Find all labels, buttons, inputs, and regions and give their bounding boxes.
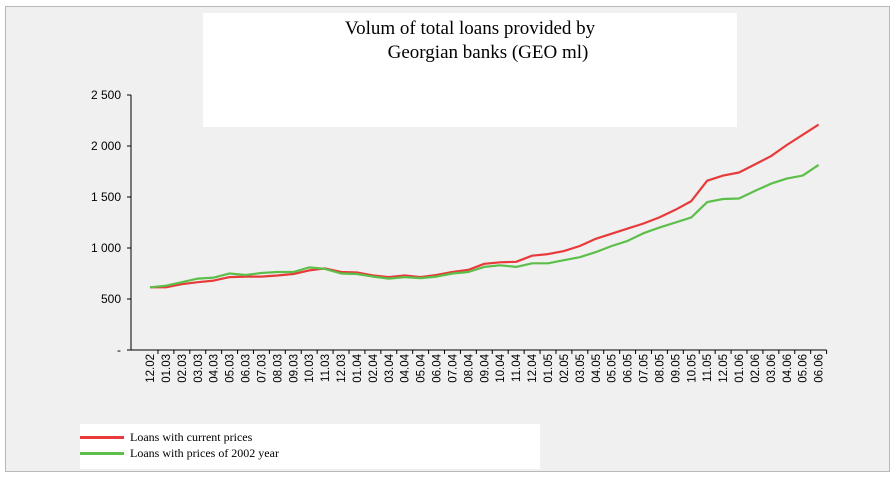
y-axis-ticks: - 500 1 000 1 500 2 000 2 500	[91, 88, 131, 357]
x-tick-label: 05.05	[607, 354, 619, 383]
legend-swatch-current-prices	[80, 435, 124, 439]
x-tick-label: 10.05	[686, 354, 698, 383]
x-tick-label: 04.06	[782, 354, 794, 383]
x-tick-label: 09.04	[479, 353, 491, 382]
x-tick-label: 08.05	[654, 354, 666, 383]
x-tick-label: 04.03	[209, 354, 221, 383]
x-tick-label: 11.04	[511, 353, 523, 382]
x-tick-label: 10.04	[495, 353, 507, 382]
legend-label-current-prices: Loans with current prices	[130, 429, 253, 444]
legend-swatch-2002-prices	[80, 451, 124, 455]
x-tick-label: 01.06	[734, 354, 746, 383]
series-line-2002-prices	[149, 163, 820, 289]
x-tick-label: 01.04	[352, 353, 364, 382]
y-tick-label: -	[117, 343, 121, 357]
x-tick-label: 12.03	[336, 354, 348, 383]
x-tick-label: 11.03	[320, 354, 332, 382]
x-tick-label: 06.05	[623, 354, 635, 383]
y-tick-label: 1 500	[91, 190, 121, 204]
legend-item-2002-prices: Loans with prices of 2002 year	[80, 444, 279, 462]
x-tick-label: 07.05	[639, 354, 651, 383]
x-tick-label: 02.06	[750, 354, 762, 383]
y-tick-label: 2 000	[91, 139, 121, 153]
x-tick-label: 09.03	[288, 354, 300, 383]
x-tick-label: 06.04	[432, 353, 444, 382]
x-tick-label: 06.03	[241, 354, 253, 383]
chart-title-line-1: Volum of total loans provided by	[344, 18, 596, 39]
x-tick-label: 10.03	[304, 354, 316, 383]
y-tick-label: 1 000	[91, 241, 121, 255]
x-tick-label: 07.03	[256, 354, 268, 383]
x-tick-label: 02.04	[368, 353, 380, 382]
series-lines	[149, 123, 820, 289]
x-tick-label: 04.05	[591, 354, 603, 383]
x-tick-label: 12.02	[145, 354, 157, 383]
chart-title-line-2: Georgian banks (GEO ml)	[387, 42, 589, 63]
x-tick-label: 04.04	[400, 353, 412, 382]
y-tick-label: 500	[101, 292, 121, 306]
x-tick-label: 03.04	[384, 353, 396, 382]
x-tick-label: 12.04	[527, 353, 539, 382]
x-tick-label: 02.05	[559, 354, 571, 383]
series-line-current-prices	[150, 123, 820, 289]
x-axis-ticks: 12.02 01.03 02.03 03.03 04.03 05.03 06.03 07.03…	[145, 350, 828, 383]
y-tick-label: 2 500	[91, 88, 121, 102]
x-tick-label: 01.03	[161, 354, 173, 383]
chart-legend: Loans with current prices Loans with pri…	[80, 424, 540, 469]
chart-title-box: Volum of total loans provided by Georgia…	[203, 13, 737, 127]
x-tick-label: 03.05	[575, 354, 587, 383]
x-tick-label: 09.05	[670, 354, 682, 383]
x-tick-label: 05.06	[798, 354, 810, 383]
x-tick-label: 08.03	[272, 354, 284, 383]
legend-label-2002-prices: Loans with prices of 2002 year	[130, 445, 279, 460]
x-tick-label: 06.06	[814, 354, 826, 383]
x-tick-label: 05.03	[225, 354, 237, 383]
x-tick-label: 01.05	[543, 354, 555, 383]
x-tick-label: 03.06	[766, 354, 778, 383]
x-tick-label: 03.03	[193, 354, 205, 383]
x-tick-label: 02.03	[177, 354, 189, 383]
legend-item-current-prices: Loans with current prices	[80, 428, 252, 446]
x-tick-label: 07.04	[447, 353, 459, 382]
x-tick-label: 11.05	[702, 354, 714, 382]
x-tick-label: 08.04	[463, 353, 475, 382]
x-tick-label: 05.04	[416, 353, 428, 382]
chart-title: Volum of total loans provided by Georgia…	[203, 17, 737, 65]
x-tick-label: 12.05	[718, 354, 730, 383]
chart-axes	[130, 95, 827, 351]
